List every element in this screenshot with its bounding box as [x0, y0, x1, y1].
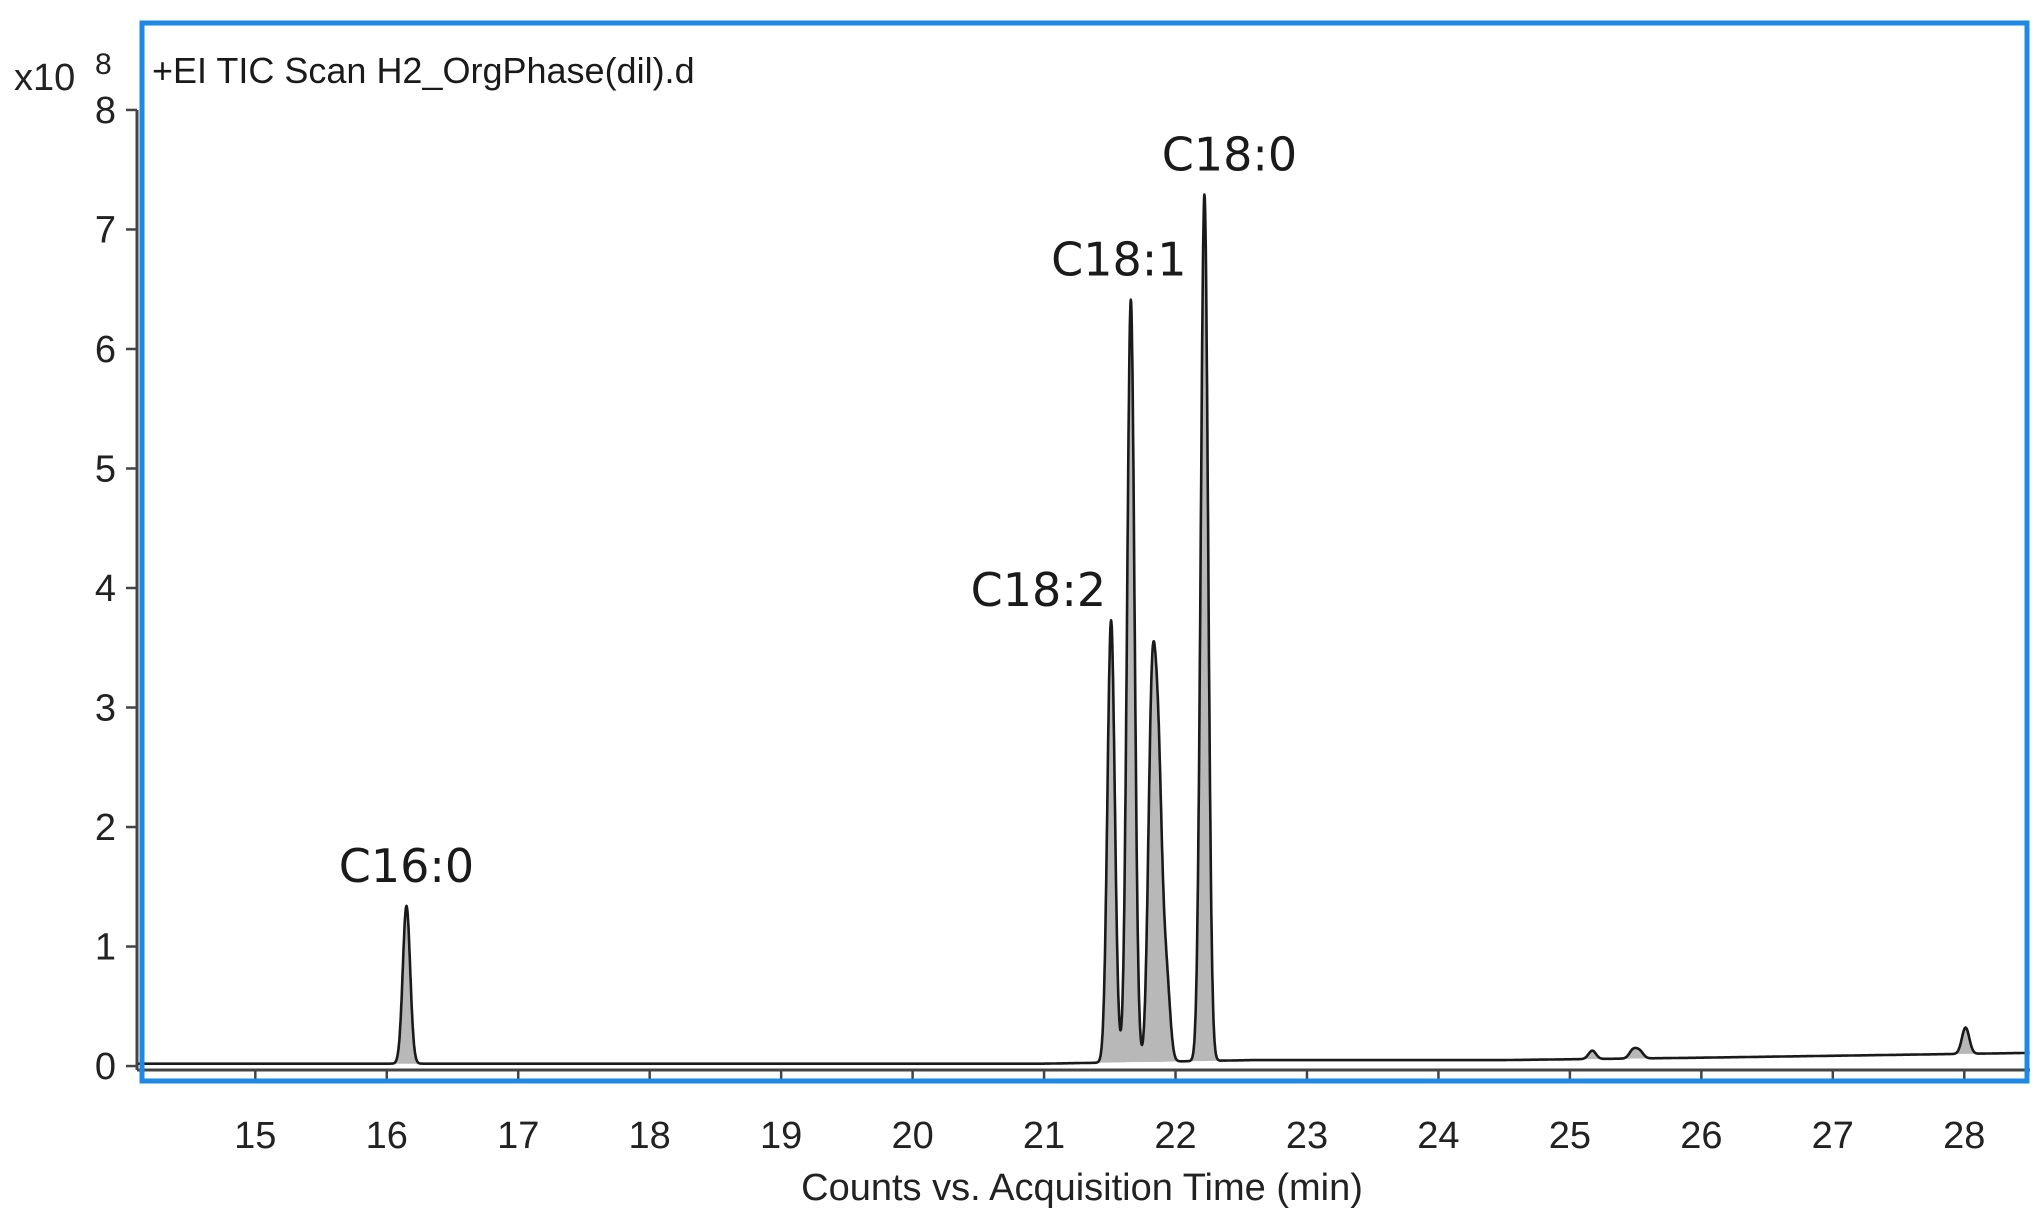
peak-fill-1 — [1096, 620, 1126, 1063]
y-tick-label-0: 0 — [95, 1046, 116, 1088]
x-tick-label-11: 26 — [1680, 1115, 1722, 1157]
x-axis-title: Counts vs. Acquisition Time (min) — [801, 1167, 1363, 1209]
peak-fill-0 — [391, 905, 422, 1064]
peak-label-c18-1: C18:1 — [1051, 233, 1186, 287]
x-axis-ticks: 15 16 17 18 19 20 21 22 23 24 25 26 27 28 — [234, 1070, 1985, 1157]
x-tick-label-9: 24 — [1417, 1115, 1459, 1157]
plot-frame — [139, 20, 2030, 1084]
x-tick-label-5: 20 — [891, 1115, 933, 1157]
x-tick-label-3: 18 — [629, 1115, 671, 1157]
peak-label-c18-2: C18:2 — [971, 563, 1106, 617]
peak-label-c18-0: C18:0 — [1162, 127, 1297, 181]
x-tick-label-12: 27 — [1812, 1115, 1854, 1157]
chart-title: +EI TIC Scan H2_OrgPhase(dil).d — [152, 50, 695, 91]
y-tick-label-3: 3 — [95, 688, 116, 730]
y-tick-label-6: 6 — [95, 329, 116, 371]
x-tick-label-0: 15 — [234, 1115, 276, 1157]
x-tick-label-10: 25 — [1549, 1115, 1591, 1157]
y-exponent-label: 8 — [95, 48, 112, 81]
x-tick-label-8: 23 — [1286, 1115, 1328, 1157]
peak-fill-2 — [1116, 299, 1146, 1063]
x-tick-label-13: 28 — [1943, 1115, 1985, 1157]
x-tick-label-7: 22 — [1154, 1115, 1196, 1157]
peak-label-c16-0: C16:0 — [339, 839, 474, 893]
x-tick-label-4: 19 — [760, 1115, 802, 1157]
peak-fill-10 — [1950, 1027, 1981, 1055]
x-tick-label-1: 16 — [366, 1115, 408, 1157]
peak-fill-6 — [1189, 194, 1220, 1062]
tic-trace-line — [137, 193, 2031, 1065]
y-tick-label-8: 8 — [95, 90, 116, 132]
peak-labels: C16:0 C18:2 C18:1 C18:0 — [339, 127, 1297, 892]
y-axis-ticks: 0 1 2 3 4 5 6 7 8 — [95, 90, 137, 1088]
x-tick-label-6: 21 — [1023, 1115, 1065, 1157]
y-multiplier-label: x10 — [14, 57, 75, 99]
y-tick-label-1: 1 — [95, 927, 116, 969]
x-tick-label-2: 17 — [497, 1115, 539, 1157]
y-tick-label-2: 2 — [95, 807, 116, 849]
y-tick-label-4: 4 — [95, 568, 116, 610]
y-tick-label-5: 5 — [95, 448, 116, 490]
y-tick-label-7: 7 — [95, 209, 116, 251]
peak-fill-7 — [1577, 1050, 1607, 1060]
